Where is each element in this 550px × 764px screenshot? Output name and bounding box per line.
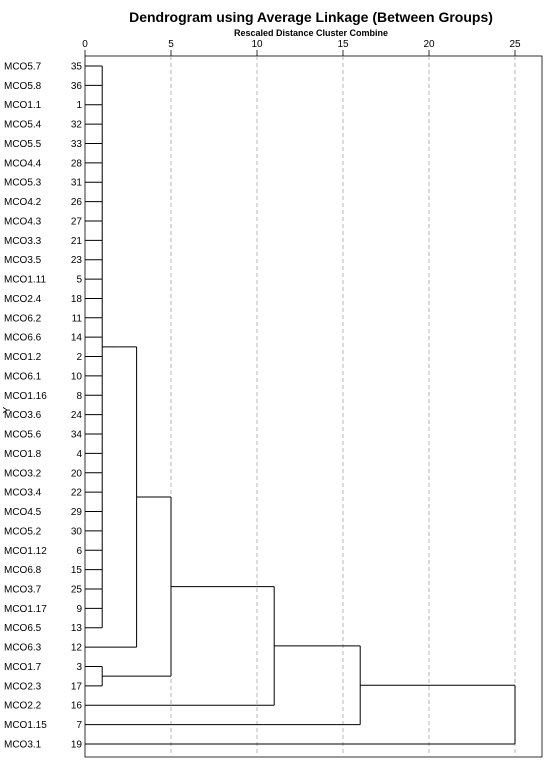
leaf-label: MCO3.3 (4, 236, 42, 247)
leaf-number: 31 (71, 178, 83, 189)
leaf-label: MCO6.5 (4, 623, 42, 634)
leaf-label: MCO1.8 (4, 449, 42, 460)
leaf-number: 1 (76, 100, 82, 111)
leaf-label: MCO6.8 (4, 565, 42, 576)
leaf-label: MCO4.5 (4, 507, 42, 518)
x-tick-label: 0 (82, 39, 88, 50)
leaf-number: 13 (71, 623, 83, 634)
leaf-label: MCO3.6 (4, 410, 42, 421)
leaf-number: 9 (76, 604, 82, 615)
leaf-label: MCO4.4 (4, 158, 42, 169)
leaf-label: MCO5.6 (4, 430, 42, 441)
leaf-number: 33 (71, 139, 83, 150)
leaf-number: 10 (71, 371, 83, 382)
leaf-label: MCO3.5 (4, 255, 42, 266)
leaf-number: 23 (71, 255, 83, 266)
leaf-number: 6 (76, 546, 82, 557)
leaf-number: 27 (71, 216, 83, 227)
leaf-number: 8 (76, 391, 82, 402)
leaf-number: 7 (76, 720, 82, 731)
leaf-label: MCO5.5 (4, 139, 42, 150)
leaf-label: MCO1.15 (4, 720, 47, 731)
leaf-number: 2 (76, 352, 82, 363)
leaf-number: 21 (71, 236, 83, 247)
leaf-label: MCO2.2 (4, 701, 42, 712)
leaf-label: MCO4.3 (4, 216, 42, 227)
x-tick-label: 10 (251, 39, 263, 50)
leaf-number: 18 (71, 294, 83, 305)
leaf-label: MCO3.7 (4, 584, 42, 595)
leaf-label: MCO5.3 (4, 178, 42, 189)
leaf-number: 17 (71, 681, 83, 692)
leaf-number: 26 (71, 197, 83, 208)
leaf-number: 30 (71, 526, 83, 537)
leaf-label: MCO1.11 (4, 275, 46, 286)
leaf-number: 12 (71, 643, 83, 654)
leaf-number: 36 (71, 81, 83, 92)
leaf-label: MCO4.2 (4, 197, 42, 208)
leaf-label: MCO6.3 (4, 643, 42, 654)
leaf-label: MCO5.2 (4, 526, 42, 537)
x-axis-label: Rescaled Distance Cluster Combine (234, 28, 388, 38)
leaf-number: 15 (71, 565, 83, 576)
leaf-label: MCO1.1 (4, 100, 42, 111)
leaf-label: MCO5.8 (4, 81, 42, 92)
leaf-number: 29 (71, 507, 83, 518)
leaf-number: 20 (71, 468, 83, 479)
leaf-number: 28 (71, 158, 83, 169)
leaf-number: 5 (76, 275, 82, 286)
leaf-label: MCO5.4 (4, 120, 42, 131)
leaf-label: MCO1.2 (4, 352, 42, 363)
leaf-label: MCO6.1 (4, 371, 42, 382)
leaf-label: MCO3.2 (4, 468, 42, 479)
leaf-label: MCO1.12 (4, 546, 47, 557)
leaf-number: 22 (71, 488, 83, 499)
leaf-number: 34 (71, 430, 83, 441)
grid-lines (170, 56, 516, 757)
x-tick-label: 15 (337, 39, 349, 50)
leaf-number: 24 (71, 410, 83, 421)
x-tick-label: 25 (509, 39, 521, 50)
leaf-number: 3 (76, 662, 82, 673)
chart-title: Dendrogram using Average Linkage (Betwee… (129, 9, 493, 25)
dendrogram-links (85, 65, 516, 745)
leaf-label: MCO3.4 (4, 488, 42, 499)
leaf-number: 11 (72, 313, 83, 324)
leaf-number: 4 (76, 449, 82, 460)
leaf-label: MCO6.2 (4, 313, 42, 324)
leaf-number: 16 (71, 701, 83, 712)
leaf-label: MCO2.3 (4, 681, 42, 692)
leaf-label: MCO2.4 (4, 294, 42, 305)
x-tick-label: 20 (423, 39, 435, 50)
y-axis-label: Y (2, 406, 13, 413)
leaf-number: 25 (71, 584, 83, 595)
leaf-number: 14 (71, 333, 83, 344)
leaf-label: MCO3.1 (4, 739, 42, 750)
leaf-label: MCO1.17 (4, 604, 47, 615)
leaf-label: MCO6.6 (4, 333, 42, 344)
plot-frame (84, 55, 543, 758)
leaf-number: 19 (71, 739, 83, 750)
leaf-number: 32 (71, 120, 83, 131)
leaf-label: MCO5.7 (4, 62, 42, 73)
x-ticks: 0 5 10 15 20 25 (82, 39, 521, 56)
leaf-number: 35 (71, 62, 83, 73)
x-tick-label: 5 (168, 39, 174, 50)
leaf-label: MCO1.7 (4, 662, 42, 673)
leaf-label: MCO1.16 (4, 391, 47, 402)
